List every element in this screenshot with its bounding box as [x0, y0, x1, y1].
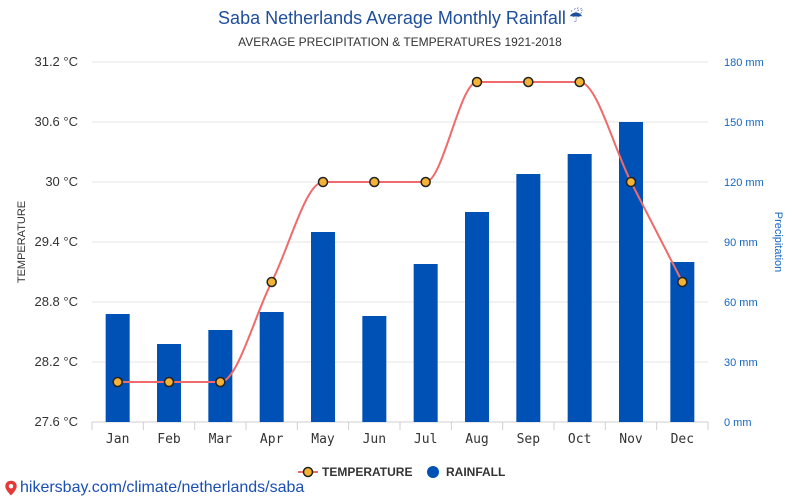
x-tick-oct: Oct [568, 432, 591, 447]
legend-temperature-label: TEMPERATURE [322, 465, 412, 479]
y-tick-right: 60 mm [724, 297, 758, 309]
y-tick-left: 29.4 °C [34, 234, 78, 249]
x-tick-nov: Nov [619, 432, 643, 447]
chart-subtitle: AVERAGE PRECIPITATION & TEMPERATURES 192… [238, 35, 562, 49]
rainfall-bars [105, 122, 695, 422]
rainfall-bar-nov[interactable] [619, 122, 643, 422]
legend-item-rainfall[interactable]: RAINFALL [427, 465, 505, 479]
rainfall-bar-oct[interactable] [567, 154, 592, 422]
x-tick-feb: Feb [157, 432, 181, 447]
grid [92, 61, 708, 423]
y-axis-label-right: Precipitation [772, 212, 784, 273]
y-tick-left: 30.6 °C [34, 114, 78, 129]
y-tick-left: 30 °C [45, 174, 78, 189]
x-tick-may: May [311, 432, 335, 447]
x-tick-jun: Jun [363, 432, 386, 447]
temperature-line [117, 81, 684, 383]
legend-item-temperature[interactable]: TEMPERATURE [298, 465, 412, 479]
legend-temperature-marker [302, 466, 314, 478]
temperature-point-dec[interactable] [677, 276, 688, 288]
y-tick-left: 28.2 °C [34, 354, 78, 369]
y-tick-right: 0 mm [724, 417, 752, 429]
legend-rainfall-marker [427, 466, 439, 478]
chart-title: Saba Netherlands Average Monthly Rainfal… [218, 8, 566, 28]
axes: 27.6 °C 28.2 °C 28.8 °C 29.4 °C 30 °C 30.6 °C… [34, 54, 763, 447]
temperature-point-feb[interactable] [163, 376, 175, 388]
y-axis-label-left: TEMPERATURE [16, 201, 28, 283]
temperature-point-may[interactable] [317, 176, 329, 188]
y-tick-right: 150 mm [724, 117, 764, 129]
y-tick-right: 90 mm [724, 237, 758, 249]
legend-rainfall-label: RAINFALL [446, 465, 505, 479]
temperature-point-oct[interactable] [574, 76, 585, 88]
temperature-point-jan[interactable] [112, 376, 123, 388]
x-tick-mar: Mar [209, 432, 233, 447]
y-tick-left: 27.6 °C [34, 414, 78, 429]
rainfall-bar-aug[interactable] [465, 212, 489, 422]
x-tick-jul: Jul [414, 432, 437, 447]
rainfall-bar-jun[interactable] [362, 316, 387, 422]
source-link[interactable]: hikersbay.com/climate/netherlands/saba [4, 478, 304, 498]
temperature-point-mar[interactable] [215, 376, 226, 388]
x-tick-sep: Sep [517, 432, 541, 447]
location-pin-icon [5, 480, 17, 496]
temperature-point-aug[interactable] [471, 76, 483, 88]
x-tick-aug: Aug [465, 432, 488, 447]
temperature-point-sep[interactable] [523, 76, 534, 88]
rainfall-bar-jul[interactable] [413, 264, 438, 422]
rainfall-bar-may[interactable] [311, 232, 335, 422]
umbrella-rain-icon: ☔ [569, 6, 583, 26]
x-tick-dec: Dec [671, 432, 694, 447]
y-tick-right: 180 mm [724, 57, 764, 69]
temperature-point-apr[interactable] [266, 276, 277, 288]
legend: TEMPERATURE RAINFALL [298, 465, 505, 479]
x-tick-apr: Apr [260, 432, 284, 447]
x-tick-jan: Jan [106, 432, 129, 447]
temperature-point-jun[interactable] [369, 176, 380, 188]
rainfall-bar-dec[interactable] [670, 262, 695, 422]
rainfall-bar-sep[interactable] [516, 174, 541, 422]
rainfall-bar-apr[interactable] [259, 312, 284, 422]
y-tick-left: 28.8 °C [34, 294, 78, 309]
temperature-series [112, 76, 688, 388]
temperature-point-nov[interactable] [625, 176, 637, 188]
y-tick-left: 31.2 °C [34, 54, 78, 69]
rainfall-bar-jan[interactable] [105, 314, 130, 422]
y-tick-right: 120 mm [724, 177, 764, 189]
source-link-text[interactable]: hikersbay.com/climate/netherlands/saba [20, 479, 305, 496]
temperature-point-jul[interactable] [420, 176, 431, 188]
y-tick-right: 30 mm [724, 357, 758, 369]
